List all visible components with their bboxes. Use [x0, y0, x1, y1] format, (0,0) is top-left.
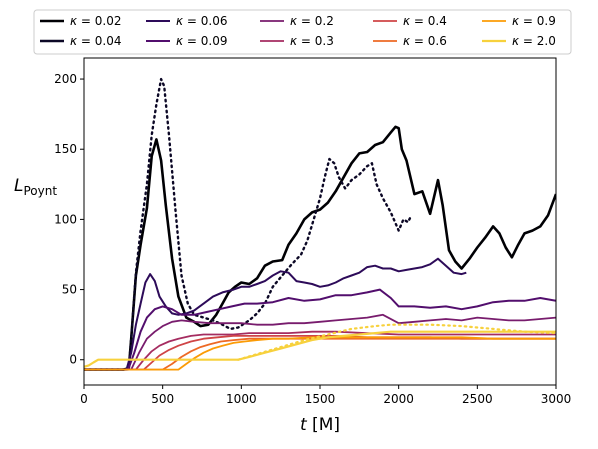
legend-label: κ = 0.4	[403, 14, 447, 28]
legend-label: κ = 0.9	[512, 14, 556, 28]
x-tick-label: 1500	[305, 392, 336, 406]
series-line-3	[84, 288, 556, 371]
x-tick-label: 1000	[226, 392, 257, 406]
series-line-0	[84, 125, 556, 371]
x-tick-label: 2500	[462, 392, 493, 406]
x-axis-label: t [M]	[300, 415, 340, 435]
y-tick-label: 200	[54, 72, 77, 86]
y-axis-label: LPoynt	[14, 176, 57, 198]
series-line-5	[84, 330, 556, 371]
series-line-1	[84, 77, 413, 371]
legend: κ = 0.02 κ = 0.04 κ = 0.06 κ = 0.09 κ = 0.2 κ…	[33, 9, 572, 55]
legend-label: κ = 0.06	[176, 14, 227, 28]
legend-label: κ = 0.3	[290, 34, 334, 48]
x-axis: 0 500 1000 1500 2000 2500 3000	[80, 385, 571, 406]
y-axis: 0 50 100 150 200	[54, 72, 84, 367]
x-tick-label: 3000	[541, 392, 572, 406]
series-line-4	[84, 313, 556, 371]
series-line-2	[84, 257, 467, 371]
y-tick-label: 0	[69, 353, 77, 367]
legend-label: κ = 0.2	[290, 14, 334, 28]
plot-area	[83, 57, 557, 386]
x-tick-label: 2000	[383, 392, 414, 406]
x-tick-label: 500	[151, 392, 174, 406]
legend-label: κ = 0.04	[70, 34, 121, 48]
y-tick-label: 100	[54, 212, 77, 226]
series-line-9	[84, 330, 556, 368]
legend-label: κ = 2.0	[512, 34, 556, 48]
legend-label: κ = 0.6	[403, 34, 447, 48]
series-line-8	[84, 336, 556, 371]
legend-label: κ = 0.02	[70, 14, 121, 28]
y-tick-label: 50	[62, 283, 77, 297]
series-line-7	[84, 337, 556, 371]
series-line-10	[237, 323, 556, 361]
legend-label: κ = 0.09	[176, 34, 227, 48]
series-line-6	[84, 334, 556, 371]
y-tick-label: 150	[54, 142, 77, 156]
x-tick-label: 0	[80, 392, 88, 406]
